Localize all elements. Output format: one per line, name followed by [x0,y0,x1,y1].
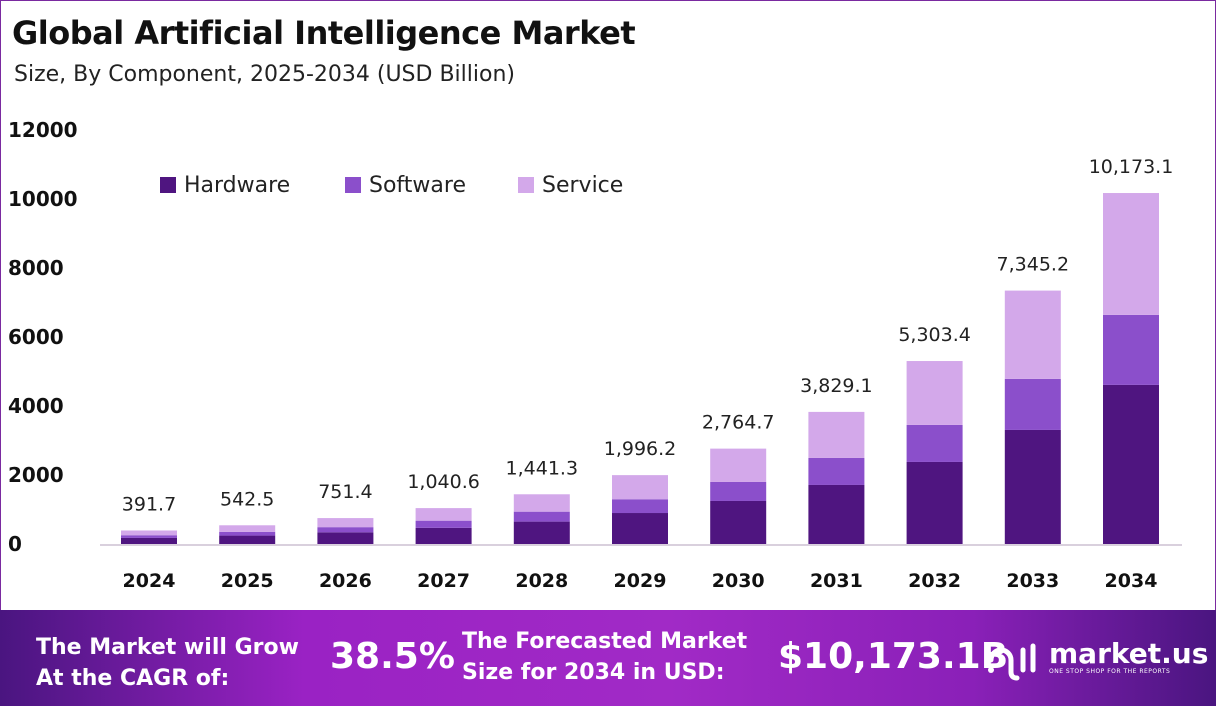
y-tick-label: 2000 [8,463,64,487]
bar-segment-service [808,411,865,458]
bar-segment-hardware [710,500,767,544]
bar-segment-service [1004,290,1061,379]
y-tick-label: 8000 [8,256,64,280]
forecast-label-line1: The Forecasted Market [462,629,748,654]
legend-label: Hardware [184,173,290,198]
x-tick-label: 2029 [614,570,667,592]
x-tick-label: 2026 [319,570,372,592]
forecast-label-line2: Size for 2034 in USD: [462,660,725,685]
total-data-label: 1,040.6 [407,471,480,493]
bar-segment-hardware [317,532,374,544]
bar-segment-service [415,508,472,521]
chart-subtitle: Size, By Component, 2025-2034 (USD Billi… [14,62,515,87]
bar-segment-hardware [1004,429,1061,544]
total-data-label: 751.4 [318,481,372,503]
logo-icon [988,643,1036,681]
stacked-bar-chart: 0 2000 4000 6000 8000 10000 12000 391.7 2024 542.… [8,118,1182,592]
bar-segment-software [808,457,865,485]
bar-segment-service [317,518,374,528]
bar-segment-service [1103,193,1159,315]
total-data-label: 1,996.2 [604,438,677,460]
total-data-label: 3,829.1 [800,375,873,397]
x-tick-label: 2025 [221,570,274,592]
bar-segment-hardware [612,513,668,544]
x-tick-label: 2028 [515,570,568,592]
bar-segment-service [219,525,276,532]
bar-segment-software [121,535,177,538]
total-data-label: 5,303.4 [898,324,971,346]
bar-segment-hardware [808,484,865,544]
cagr-label-line1: The Market will Grow [36,635,299,660]
total-data-label: 2,764.7 [702,412,775,434]
legend-swatch-service [518,177,534,193]
y-tick-label: 6000 [8,325,64,349]
footer-banner: The Market will Grow At the CAGR of: 38.… [0,610,1216,706]
bar-segment-software [1004,378,1061,430]
x-tick-label: 2034 [1105,570,1158,592]
y-tick-label: 12000 [8,118,78,142]
forecast-label: The Forecasted Market Size for 2034 in U… [462,626,747,688]
bar-segment-service [121,530,177,536]
x-tick-label: 2027 [417,570,470,592]
cagr-label: The Market will Grow At the CAGR of: [36,632,299,694]
x-tick-label: 2033 [1006,570,1059,592]
bar-segment-software [906,424,963,462]
bar-segment-hardware [121,537,177,544]
bar-segment-service [906,361,963,425]
bar-segment-software [612,499,668,514]
cagr-value: 38.5% [330,636,455,677]
bar-segment-software [1103,314,1159,385]
total-data-label: 1,441.3 [506,457,579,479]
bar-segment-hardware [415,527,472,544]
bar-segment-hardware [1103,384,1159,544]
bar-segment-software [415,520,472,528]
x-tick-label: 2030 [712,570,765,592]
chart-title: Global Artificial Intelligence Market [12,14,636,52]
bar-segment-software [513,511,570,522]
bar-segment-hardware [513,521,570,544]
total-data-label: 7,345.2 [997,254,1070,276]
y-tick-label: 0 [8,532,22,556]
bar-segment-service [513,494,570,512]
bar-segment-software [710,481,767,501]
bar-segment-service [710,448,767,482]
x-tick-label: 2031 [810,570,863,592]
market-us-logo: market.us ONE STOP SHOP FOR THE REPORTS [985,632,1208,682]
x-tick-label: 2024 [123,570,176,592]
legend-label: Service [542,173,623,198]
bar-segment-hardware [219,535,276,544]
legend-label: Software [369,173,466,198]
legend-swatch-hardware [160,177,176,193]
logo-tagline: ONE STOP SHOP FOR THE REPORTS [1049,667,1171,675]
total-data-label: 391.7 [122,493,176,515]
forecast-value: $10,173.1B [778,636,1009,677]
bar-segment-hardware [906,461,963,544]
bar-segment-service [612,475,668,500]
y-tick-label: 4000 [8,394,64,418]
total-data-label: 10,173.1 [1089,156,1174,178]
y-tick-label: 10000 [8,187,78,211]
cagr-label-line2: At the CAGR of: [36,666,230,691]
total-data-label: 542.5 [220,488,274,510]
bar-segment-software [317,527,374,533]
legend-swatch-software [345,177,361,193]
logo-name: market.us [1049,636,1209,670]
x-tick-label: 2032 [908,570,961,592]
bar-segment-software [219,531,276,536]
